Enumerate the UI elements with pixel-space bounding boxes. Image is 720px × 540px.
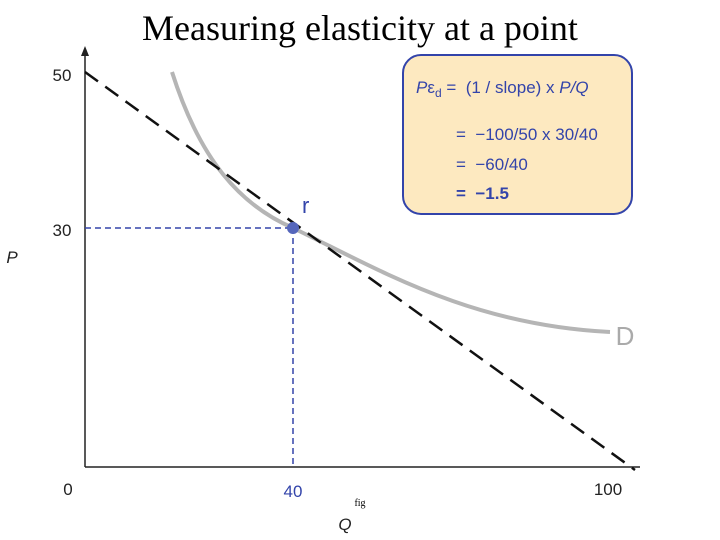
y-arrow <box>81 46 89 56</box>
y-tick: 30 <box>53 221 72 240</box>
tangent-line <box>84 70 636 472</box>
note: fig <box>354 498 365 509</box>
y-tick: 50 <box>53 66 72 85</box>
step: = −60/40 <box>456 155 528 174</box>
x-label: Q <box>338 515 351 534</box>
point-r <box>287 222 299 234</box>
point-label: r <box>302 193 309 218</box>
title: Measuring elasticity at a point <box>142 8 578 48</box>
formula-epsilon: ε <box>427 78 435 97</box>
formula-pq: P/Q <box>559 78 588 97</box>
formula: Pεd = (1 / slope) x P/Q <box>416 78 589 100</box>
x-tick: 40 <box>284 482 303 501</box>
step: = −1.5 <box>456 184 509 203</box>
formula-box <box>402 54 633 215</box>
formula-p: P <box>416 78 428 97</box>
x-tick: 100 <box>594 480 622 499</box>
curve-label: D <box>616 321 635 351</box>
formula-rest: = (1 / slope) x <box>442 78 560 97</box>
y-label: P <box>6 248 18 267</box>
step: = −100/50 x 30/40 <box>456 125 598 144</box>
formula-sub: d <box>435 86 442 100</box>
origin: 0 <box>63 480 72 499</box>
demand-curve <box>170 71 611 334</box>
